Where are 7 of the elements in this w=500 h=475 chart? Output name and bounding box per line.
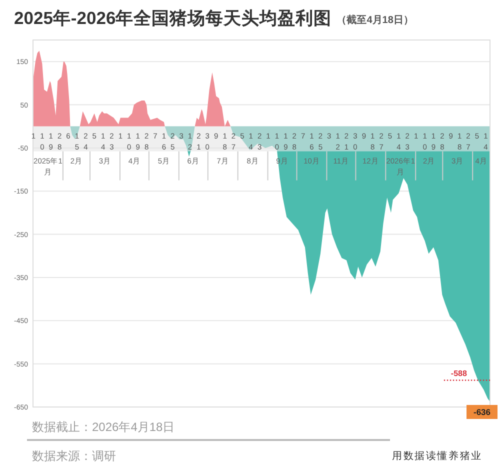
note: -636 [474, 406, 491, 417]
note: 数据截止：2026年4月18日 [32, 420, 175, 434]
note: 数据来源：调研 [32, 449, 116, 463]
note: -588 [450, 369, 467, 378]
subtitle: （截至4月18日） [336, 15, 414, 26]
title: 2025年-2026年全国猪场每天头均盈利图 [14, 8, 332, 28]
note: 用数据读懂养猪业 [392, 451, 482, 462]
